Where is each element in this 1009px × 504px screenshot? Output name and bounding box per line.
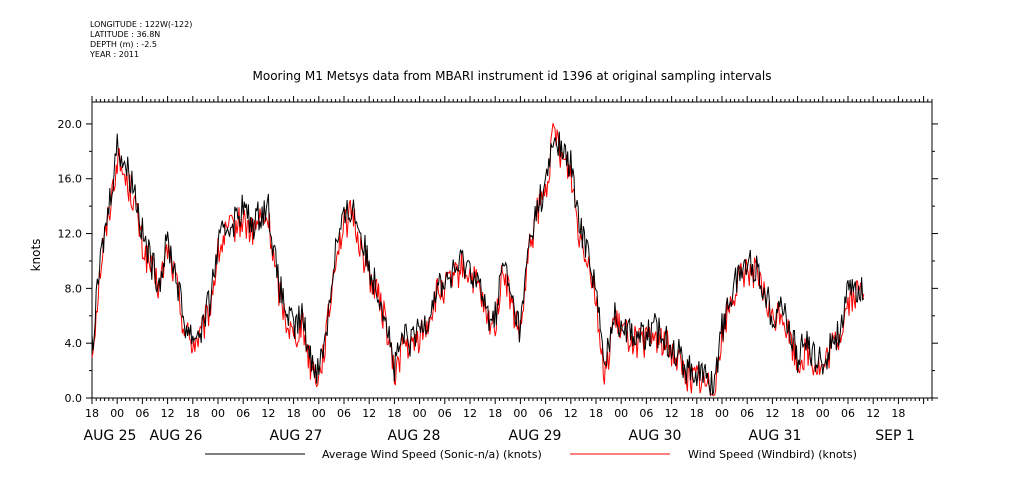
x-hour-label: 00: [816, 407, 830, 420]
x-hour-label: 18: [690, 407, 704, 420]
x-date-label: AUG 30: [629, 428, 682, 444]
meta-year: YEAR : 2011: [90, 50, 140, 59]
meta-depth: DEPTH (m) : -2.5: [90, 40, 157, 49]
metadata-block: LONGITUDE : 122W(-122) LATITUDE : 36.8N …: [90, 20, 192, 60]
y-tick-label: 0.0: [65, 392, 83, 405]
x-hour-label: 12: [765, 407, 779, 420]
x-hour-label: 00: [110, 407, 124, 420]
y-axis-label: knots: [29, 239, 43, 272]
x-date-label: AUG 29: [509, 428, 562, 444]
x-hour-label: 12: [261, 407, 275, 420]
x-date-label: AUG 26: [150, 428, 203, 444]
x-hour-label: 12: [665, 407, 679, 420]
series-layer: [91, 123, 865, 397]
x-hour-label: 06: [639, 407, 653, 420]
x-hour-label: 12: [564, 407, 578, 420]
x-date-label: SEP 1: [875, 428, 915, 444]
x-date-label: AUG 27: [270, 428, 323, 444]
x-hour-label: 18: [791, 407, 805, 420]
x-hour-label: 00: [513, 407, 527, 420]
meta-latitude: LATITUDE : 36.8N: [90, 30, 161, 39]
x-hour-label: 00: [312, 407, 326, 420]
x-hour-label: 18: [589, 407, 603, 420]
y-tick-label: 4.0: [65, 337, 83, 350]
x-hour-label: 12: [866, 407, 880, 420]
x-hour-label: 06: [337, 407, 351, 420]
series-windbird-line: [91, 123, 865, 397]
x-date-label: AUG 28: [388, 428, 441, 444]
x-date-label: AUG 31: [749, 428, 802, 444]
x-hour-label: 12: [463, 407, 477, 420]
x-hour-label: 18: [85, 407, 99, 420]
x-hour-label: 00: [715, 407, 729, 420]
x-hour-label: 18: [186, 407, 200, 420]
y-tick-label: 16.0: [58, 173, 83, 186]
y-tick-label: 20.0: [58, 118, 83, 131]
y-tick-label: 12.0: [58, 228, 83, 241]
legend-label-sonic: Average Wind Speed (Sonic-n/a) (knots): [322, 448, 542, 461]
x-hour-label: 00: [211, 407, 225, 420]
x-hour-label: 00: [614, 407, 628, 420]
x-hour-label: 12: [362, 407, 376, 420]
x-hour-label: 18: [387, 407, 401, 420]
x-hour-label: 18: [488, 407, 502, 420]
x-hour-label: 06: [841, 407, 855, 420]
x-axis: 18 00 06 12 18 00 06 12 18 00 06 12 18 00 06 12 18 00 06 12…: [84, 96, 933, 444]
y-tick-label: 8.0: [65, 282, 83, 295]
x-hour-label: 06: [236, 407, 250, 420]
series-sonic-line: [91, 131, 865, 396]
x-hour-label: 18: [287, 407, 301, 420]
x-hour-label: 06: [740, 407, 754, 420]
x-hour-label: 00: [413, 407, 427, 420]
x-hour-label: 12: [161, 407, 175, 420]
y-axis: 0.0 4.0 8.0 12.0 16.0 20.0: [58, 118, 938, 405]
x-hour-label: 06: [135, 407, 149, 420]
x-date-label: AUG 25: [84, 428, 137, 444]
chart-title: Mooring M1 Metsys data from MBARI instru…: [253, 69, 772, 83]
meta-longitude: LONGITUDE : 122W(-122): [90, 20, 193, 29]
legend-label-windbird: Wind Speed (Windbird) (knots): [688, 448, 857, 461]
legend: Average Wind Speed (Sonic-n/a) (knots) W…: [205, 448, 857, 461]
x-hour-label: 06: [539, 407, 553, 420]
x-hour-label: 18: [891, 407, 905, 420]
x-hour-label: 06: [438, 407, 452, 420]
